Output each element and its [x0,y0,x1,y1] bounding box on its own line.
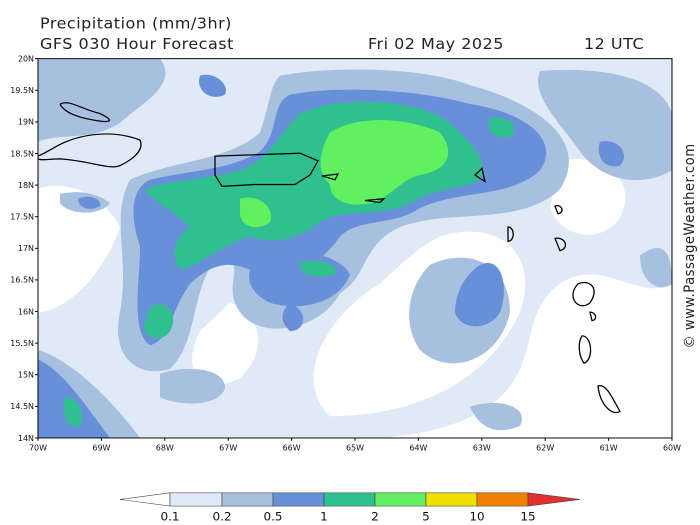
lat-label: 14.5N [10,402,34,411]
colorbar: 0.1 0.2 0.5 1 2 5 10 15 [119,492,581,524]
lat-label: 16.5N [10,276,34,285]
legend-label: 2 [371,510,379,524]
lat-label: 15N [18,371,34,380]
legend-label: 0.1 [160,510,179,524]
lon-label: 66W [283,443,301,452]
model: GFS 030 Hour Forecast [40,36,234,53]
lon-label: 64W [409,443,427,452]
precip-field [38,58,672,438]
lat-label: 15.5N [10,339,34,348]
legend-label: 10 [469,510,484,524]
lon-label: 61W [600,443,618,452]
legend-label: 1 [320,510,328,524]
legend-label: 5 [422,510,430,524]
lon-label: 67W [219,443,237,452]
lat-label: 18.5N [10,150,34,159]
lat-label: 19N [18,118,34,127]
date: Fri 02 May 2025 [368,36,504,53]
lat-label: 20N [18,55,34,64]
legend-label: 0.2 [212,510,231,524]
lat-label: 19.5N [10,86,34,95]
lon-label: 60W [663,443,681,452]
lon-label: 62W [536,443,554,452]
lon-label: 70W [29,443,47,452]
title: Precipitation (mm/3hr) [40,15,232,32]
lat-label: 17N [18,244,34,253]
lon-label: 69W [92,443,110,452]
lon-label: 68W [156,443,174,452]
legend-label: 0.5 [263,510,282,524]
lat-label: 18N [18,181,34,190]
credit: © www.PassageWeather.com [682,143,698,348]
lon-label: 63W [473,443,491,452]
lat-label: 17.5N [10,213,34,222]
lat-labels: 20N 19.5N 19N 18.5N 18N 17.5N 17N 16.5N 16N 15.5N… [10,55,38,443]
legend-label: 15 [520,510,535,524]
time: 12 UTC [584,36,644,53]
lat-label: 14N [18,434,34,443]
lon-label: 65W [346,443,364,452]
lon-labels: 70W 69W 68W 67W 66W 65W 64W 63W 62W 61W 60W [29,437,681,452]
lat-label: 16N [18,308,34,317]
